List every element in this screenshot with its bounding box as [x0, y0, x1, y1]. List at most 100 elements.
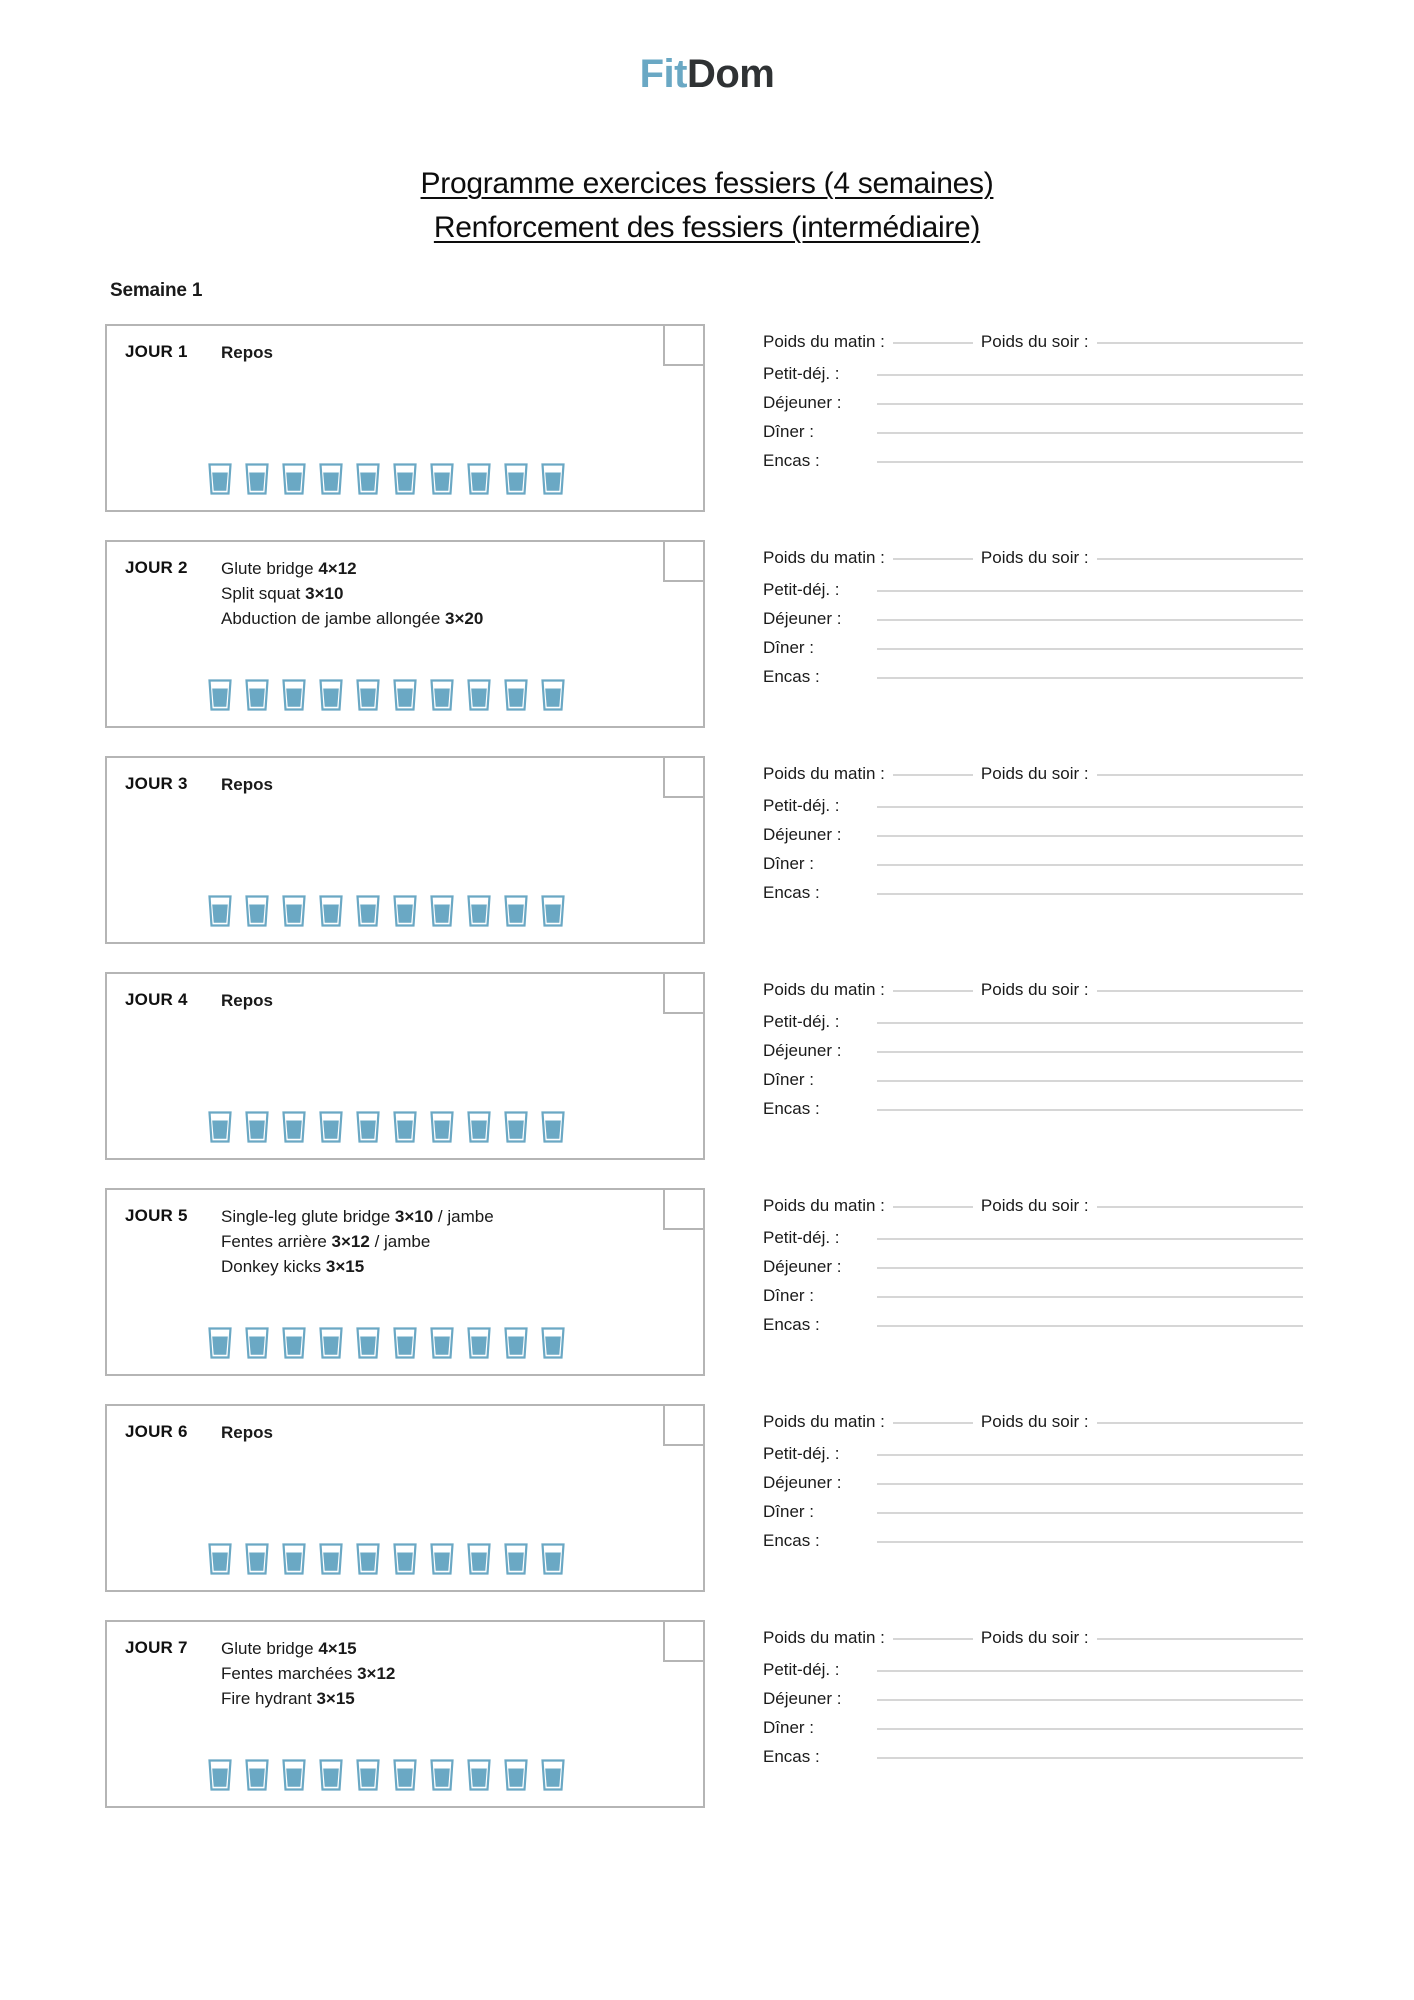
water-glass-icon[interactable] — [207, 1110, 233, 1144]
water-glass-icon[interactable] — [429, 894, 455, 928]
lunch-field[interactable] — [877, 618, 1303, 621]
breakfast-field[interactable] — [877, 373, 1303, 376]
water-glass-icon[interactable] — [281, 894, 307, 928]
snack-field[interactable] — [877, 460, 1303, 463]
weight-evening-field[interactable] — [1096, 1205, 1303, 1208]
weight-morning-field[interactable] — [892, 341, 973, 344]
water-glass-icon[interactable] — [392, 1110, 418, 1144]
water-glass-icon[interactable] — [244, 462, 270, 496]
water-glass-icon[interactable] — [466, 678, 492, 712]
water-glass-icon[interactable] — [392, 1326, 418, 1360]
water-glass-icon[interactable] — [392, 1758, 418, 1792]
water-glass-icon[interactable] — [392, 678, 418, 712]
water-glass-icon[interactable] — [503, 1758, 529, 1792]
water-glass-icon[interactable] — [429, 1758, 455, 1792]
snack-field[interactable] — [877, 1108, 1303, 1111]
water-glass-icon[interactable] — [244, 1326, 270, 1360]
lunch-field[interactable] — [877, 402, 1303, 405]
water-glass-icon[interactable] — [540, 1326, 566, 1360]
water-glass-icon[interactable] — [392, 1542, 418, 1576]
day-complete-checkbox[interactable] — [663, 1404, 705, 1446]
breakfast-field[interactable] — [877, 1669, 1303, 1672]
breakfast-field[interactable] — [877, 1237, 1303, 1240]
water-glass-icon[interactable] — [540, 894, 566, 928]
water-glass-icon[interactable] — [281, 1326, 307, 1360]
water-glass-icon[interactable] — [281, 1542, 307, 1576]
water-glass-icon[interactable] — [355, 1542, 381, 1576]
water-glass-icon[interactable] — [429, 1326, 455, 1360]
water-glass-icon[interactable] — [318, 1758, 344, 1792]
water-glass-icon[interactable] — [540, 678, 566, 712]
water-glass-icon[interactable] — [355, 894, 381, 928]
weight-morning-field[interactable] — [892, 1637, 973, 1640]
lunch-field[interactable] — [877, 1482, 1303, 1485]
snack-field[interactable] — [877, 1540, 1303, 1543]
weight-morning-field[interactable] — [892, 1205, 973, 1208]
weight-morning-field[interactable] — [892, 557, 973, 560]
water-glass-icon[interactable] — [244, 894, 270, 928]
water-glass-icon[interactable] — [466, 1110, 492, 1144]
weight-evening-field[interactable] — [1096, 341, 1303, 344]
weight-morning-field[interactable] — [892, 989, 973, 992]
water-glass-icon[interactable] — [207, 1326, 233, 1360]
water-glass-icon[interactable] — [207, 1542, 233, 1576]
water-glass-icon[interactable] — [281, 462, 307, 496]
dinner-field[interactable] — [877, 863, 1303, 866]
breakfast-field[interactable] — [877, 1021, 1303, 1024]
water-glass-icon[interactable] — [503, 894, 529, 928]
water-glass-icon[interactable] — [429, 462, 455, 496]
water-glass-icon[interactable] — [281, 1110, 307, 1144]
water-glass-icon[interactable] — [540, 1110, 566, 1144]
day-complete-checkbox[interactable] — [663, 1188, 705, 1230]
weight-morning-field[interactable] — [892, 773, 973, 776]
water-glass-icon[interactable] — [355, 678, 381, 712]
water-glass-icon[interactable] — [355, 462, 381, 496]
weight-evening-field[interactable] — [1096, 1421, 1303, 1424]
water-glass-icon[interactable] — [503, 1110, 529, 1144]
water-glass-icon[interactable] — [466, 1326, 492, 1360]
water-glass-icon[interactable] — [281, 678, 307, 712]
day-complete-checkbox[interactable] — [663, 324, 705, 366]
snack-field[interactable] — [877, 1324, 1303, 1327]
water-glass-icon[interactable] — [355, 1326, 381, 1360]
water-glass-icon[interactable] — [207, 462, 233, 496]
water-glass-icon[interactable] — [318, 1326, 344, 1360]
water-glass-icon[interactable] — [244, 678, 270, 712]
water-glass-icon[interactable] — [540, 462, 566, 496]
snack-field[interactable] — [877, 676, 1303, 679]
day-complete-checkbox[interactable] — [663, 972, 705, 1014]
water-glass-icon[interactable] — [392, 894, 418, 928]
water-glass-icon[interactable] — [318, 678, 344, 712]
water-glass-icon[interactable] — [355, 1110, 381, 1144]
water-glass-icon[interactable] — [281, 1758, 307, 1792]
water-glass-icon[interactable] — [207, 678, 233, 712]
water-glass-icon[interactable] — [318, 1542, 344, 1576]
water-glass-icon[interactable] — [244, 1758, 270, 1792]
weight-evening-field[interactable] — [1096, 773, 1303, 776]
water-glass-icon[interactable] — [429, 1542, 455, 1576]
weight-evening-field[interactable] — [1096, 1637, 1303, 1640]
weight-morning-field[interactable] — [892, 1421, 973, 1424]
breakfast-field[interactable] — [877, 589, 1303, 592]
dinner-field[interactable] — [877, 1079, 1303, 1082]
dinner-field[interactable] — [877, 1295, 1303, 1298]
water-glass-icon[interactable] — [207, 894, 233, 928]
water-glass-icon[interactable] — [244, 1110, 270, 1144]
snack-field[interactable] — [877, 1756, 1303, 1759]
water-glass-icon[interactable] — [540, 1542, 566, 1576]
water-glass-icon[interactable] — [318, 1110, 344, 1144]
water-glass-icon[interactable] — [429, 1110, 455, 1144]
dinner-field[interactable] — [877, 647, 1303, 650]
water-glass-icon[interactable] — [503, 462, 529, 496]
lunch-field[interactable] — [877, 834, 1303, 837]
water-glass-icon[interactable] — [429, 678, 455, 712]
breakfast-field[interactable] — [877, 1453, 1303, 1456]
snack-field[interactable] — [877, 892, 1303, 895]
day-complete-checkbox[interactable] — [663, 756, 705, 798]
water-glass-icon[interactable] — [540, 1758, 566, 1792]
day-complete-checkbox[interactable] — [663, 1620, 705, 1662]
water-glass-icon[interactable] — [503, 1542, 529, 1576]
water-glass-icon[interactable] — [392, 462, 418, 496]
water-glass-icon[interactable] — [466, 1758, 492, 1792]
water-glass-icon[interactable] — [503, 1326, 529, 1360]
